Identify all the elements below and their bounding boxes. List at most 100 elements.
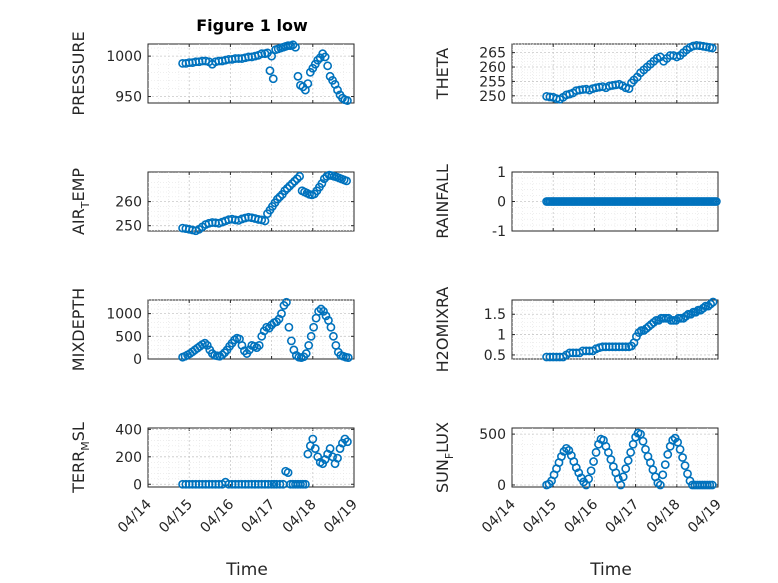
data-point (574, 468, 584, 478)
data-series (542, 41, 717, 104)
data-point (343, 437, 352, 447)
data-point (303, 449, 313, 459)
subplot-rainfall: -1 0 1 RAINFALL (433, 164, 721, 240)
data-point (711, 197, 721, 206)
y-axis-label: TERRMSL (69, 422, 92, 494)
data-point (308, 434, 318, 444)
data-point (310, 444, 320, 453)
x-tick-label: 04/14 (115, 496, 155, 536)
data-point (325, 444, 335, 453)
subplot-h2omixra: 0.5 1 1.5 H2OMIXRA (433, 287, 719, 373)
y-tick-label: 400 (115, 422, 142, 438)
y-axis-label: AIRTEMP (69, 168, 92, 235)
data-point (313, 55, 323, 65)
data-point (343, 353, 353, 363)
data-point (675, 444, 685, 454)
subplot-air-temp: 250 260 AIRTEMP (69, 168, 355, 236)
data-point (300, 479, 310, 489)
data-point (649, 317, 659, 327)
data-point (285, 181, 295, 191)
data-point (275, 192, 285, 202)
data-point (618, 472, 628, 482)
data-point (343, 96, 352, 105)
data-point (268, 74, 278, 84)
y-tick-label: 500 (479, 427, 506, 443)
y-tick-label: 500 (115, 329, 142, 345)
data-point (342, 176, 351, 186)
y-tick-label: 260 (479, 60, 506, 76)
x-tick-label: 04/18 (644, 497, 684, 537)
data-series (178, 434, 352, 489)
data-point (681, 311, 691, 321)
data-point (702, 42, 711, 52)
data-point (217, 350, 227, 360)
y-axis-label: SUNFLUX (433, 422, 456, 493)
data-series (542, 297, 718, 362)
y-tick-label: -1 (492, 224, 506, 240)
x-tick-label: 04/16 (561, 496, 601, 536)
data-point (663, 450, 673, 459)
figure-title: Figure 1 low (196, 16, 308, 35)
data-point (319, 306, 328, 316)
data-point (265, 66, 275, 76)
data-point (586, 466, 596, 476)
data-point (304, 340, 314, 350)
data-point (291, 42, 300, 52)
x-tick-label: 04/17 (603, 497, 643, 537)
x-axis-label: Time (589, 560, 632, 580)
data-point (277, 309, 286, 319)
y-tick-label: 1 (497, 328, 506, 344)
data-point (584, 474, 594, 484)
subplot-sun-flux: 0 500 SUNFLUX 04/14 04/15 04/16 04/17 04/18 04/1… (433, 422, 725, 580)
data-point (283, 468, 293, 477)
data-point (708, 297, 718, 307)
data-point (706, 299, 715, 309)
data-point (660, 460, 670, 470)
data-point (561, 443, 571, 453)
data-point (257, 49, 267, 59)
x-axis-label: Time (225, 560, 268, 580)
data-point (306, 331, 316, 341)
y-axis-label: H2OMIXRA (433, 287, 452, 373)
data-series (542, 197, 721, 206)
data-point (564, 445, 574, 455)
data-point (634, 328, 644, 337)
x-tick-label: 04/16 (197, 496, 237, 536)
subplot-terr-msl: 0 200 400 TERRMSL 04/14 04/15 04/16 04/17 04/18 0… (69, 422, 361, 580)
y-tick-label: 0 (497, 195, 506, 211)
y-tick-label: 260 (115, 195, 142, 211)
data-point (295, 171, 305, 181)
y-axis-label: PRESSURE (69, 31, 88, 115)
data-point (680, 461, 690, 471)
data-point (316, 304, 326, 314)
data-point (280, 186, 290, 196)
data-point (288, 40, 298, 50)
data-point (698, 303, 708, 313)
y-tick-label: 0.5 (484, 348, 506, 364)
subplot-pressure: 950 1000 PRESSURE (69, 31, 355, 116)
y-tick-label: 0 (133, 352, 142, 368)
data-point (557, 452, 566, 461)
y-tick-label: 0 (497, 478, 506, 494)
data-point (707, 480, 717, 490)
data-point (326, 322, 336, 332)
y-axis-label: MIXDEPTH (69, 288, 88, 371)
data-series (178, 40, 352, 105)
data-point (321, 311, 331, 321)
y-tick-label: 265 (479, 46, 506, 62)
data-point (314, 306, 323, 316)
y-tick-label: 1000 (106, 307, 142, 323)
data-point (623, 456, 633, 465)
data-point (638, 436, 648, 446)
data-point (658, 470, 668, 480)
data-point (272, 194, 282, 204)
data-point (333, 453, 342, 463)
y-axis-label: THETA (433, 48, 452, 100)
data-point (282, 183, 292, 193)
data-point (323, 61, 333, 71)
data-point (591, 448, 601, 457)
data-point (200, 338, 210, 348)
y-tick-label: 255 (479, 74, 506, 90)
